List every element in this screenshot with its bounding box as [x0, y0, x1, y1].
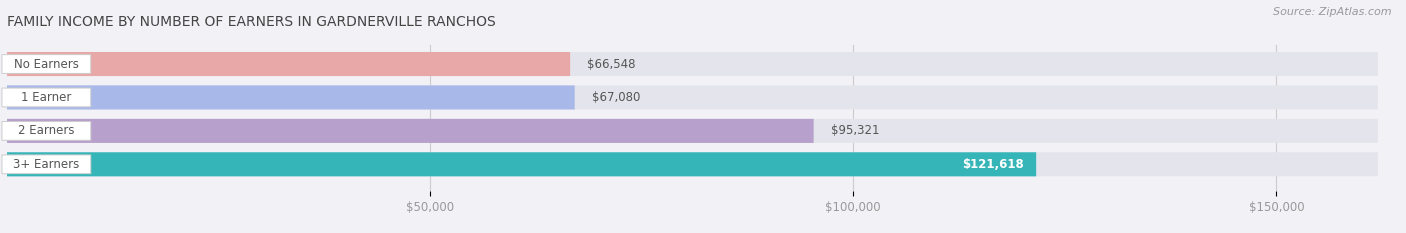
Text: $95,321: $95,321: [831, 124, 879, 137]
FancyBboxPatch shape: [1, 55, 91, 73]
FancyBboxPatch shape: [7, 86, 575, 110]
Text: 2 Earners: 2 Earners: [18, 124, 75, 137]
FancyBboxPatch shape: [7, 119, 814, 143]
Text: 1 Earner: 1 Earner: [21, 91, 72, 104]
Text: $67,080: $67,080: [592, 91, 640, 104]
Text: $66,548: $66,548: [588, 58, 636, 71]
FancyBboxPatch shape: [7, 152, 1036, 176]
FancyBboxPatch shape: [7, 119, 1378, 143]
FancyBboxPatch shape: [7, 86, 1378, 110]
Text: FAMILY INCOME BY NUMBER OF EARNERS IN GARDNERVILLE RANCHOS: FAMILY INCOME BY NUMBER OF EARNERS IN GA…: [7, 15, 496, 29]
FancyBboxPatch shape: [1, 121, 91, 140]
FancyBboxPatch shape: [7, 52, 1378, 76]
FancyBboxPatch shape: [1, 155, 91, 174]
Text: No Earners: No Earners: [14, 58, 79, 71]
Text: Source: ZipAtlas.com: Source: ZipAtlas.com: [1274, 7, 1392, 17]
Text: 3+ Earners: 3+ Earners: [13, 158, 80, 171]
FancyBboxPatch shape: [1, 88, 91, 107]
Text: $121,618: $121,618: [962, 158, 1024, 171]
FancyBboxPatch shape: [7, 52, 571, 76]
FancyBboxPatch shape: [7, 152, 1378, 176]
